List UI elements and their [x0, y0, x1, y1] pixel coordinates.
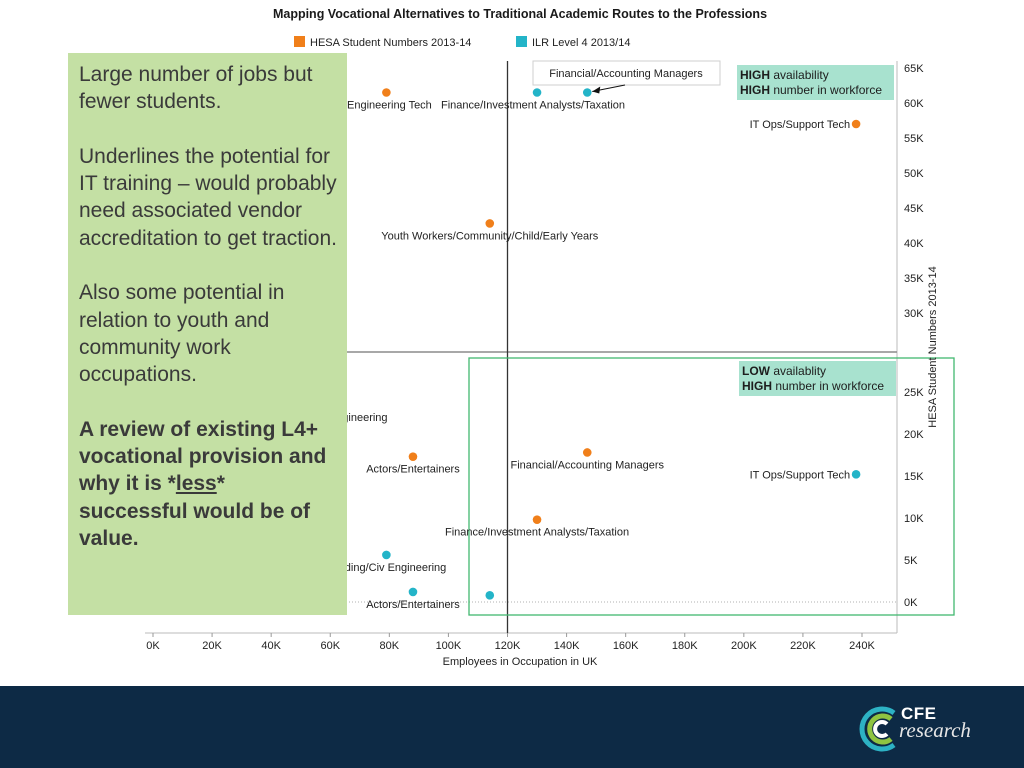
- x-tick-label: 20K: [202, 640, 222, 652]
- point-top-2: [582, 88, 592, 97]
- point-bottom-2: [532, 515, 542, 524]
- partial-label-bottom-0: ngineering: [336, 412, 387, 424]
- logo-research-text: research: [899, 718, 971, 742]
- y-axis-ticks: 0K 5K 10K 15K 20K 25K 30K 35K 40K 45K 50K 55K 60K 65K: [904, 63, 924, 609]
- y-tick-label: 10K: [904, 513, 924, 525]
- point-bottom-3: [851, 470, 861, 479]
- x-tick-label: 100K: [436, 640, 462, 652]
- point-bottom-1: [582, 448, 592, 457]
- x-tick-label: 40K: [261, 640, 281, 652]
- x-tick-label: 180K: [672, 640, 698, 652]
- y-tick-label: 45K: [904, 203, 924, 215]
- commentary-panel: Large number of jobs but fewer students.…: [68, 53, 347, 615]
- y-tick-label: 65K: [904, 63, 924, 75]
- footer-bar: [0, 686, 1024, 768]
- point-bottom-5: [408, 587, 418, 597]
- point-label-top-0: Engineering Tech: [347, 100, 432, 112]
- point-label-bottom-4: Building/Civ Engineering: [326, 562, 446, 574]
- x-tick-label: 140K: [554, 640, 580, 652]
- x-axis-title: Employees in Occupation in UK: [443, 656, 598, 668]
- chart-title: Mapping Vocational Alternatives to Tradi…: [273, 7, 767, 21]
- quadrant-label-bg: [737, 65, 894, 100]
- x-tick-label: 120K: [495, 640, 521, 652]
- y-tick-label: 15K: [904, 471, 924, 483]
- point-label-top-1: Finance/Investment Analysts/Taxation: [441, 100, 625, 112]
- legend-label-hesa: HESA Student Numbers 2013-14: [310, 37, 471, 49]
- legend-swatch-hesa: [294, 36, 305, 47]
- point-label-bottom-1: Financial/Accounting Managers: [511, 459, 665, 471]
- point-label-bottom-5: Actors/Entertainers: [366, 599, 460, 611]
- point-bottom-6: [485, 590, 495, 600]
- legend: HESA Student Numbers 2013-14 ILR Level 4…: [294, 36, 630, 49]
- callout-arrow-head: [592, 86, 601, 94]
- commentary-p4-start: A review of existing L4+ vocational prov…: [79, 417, 327, 496]
- y-tick-label: 25K: [904, 387, 924, 399]
- point-label-bottom-3: IT Ops/Support Tech: [750, 469, 850, 481]
- y-tick-label: 35K: [904, 273, 924, 285]
- y-tick-label: 50K: [904, 168, 924, 180]
- x-tick-label: 80K: [380, 640, 400, 652]
- quadrant-label-line2: HIGH number in workforce: [742, 379, 884, 393]
- x-tick-label: 220K: [790, 640, 816, 652]
- x-tick-label: 160K: [613, 640, 639, 652]
- commentary-p4-end: * successful would be of value.: [79, 472, 311, 551]
- y-tick-label: 30K: [904, 308, 924, 320]
- y-tick-label: 60K: [904, 98, 924, 110]
- y-tick-label: 0K: [904, 597, 918, 609]
- callout-financial-accounting: Financial/Accounting Managers: [532, 60, 721, 94]
- quadrant-highlight-box: [468, 357, 955, 616]
- x-tick-label: 60K: [320, 640, 340, 652]
- point-label-top-3: IT Ops/Support Tech: [750, 119, 850, 131]
- legend-swatch-ilr: [516, 36, 527, 47]
- point-top-4: [485, 219, 495, 228]
- commentary-paragraph-1: Large number of jobs but fewer students.: [79, 63, 313, 114]
- y-tick-label: 55K: [904, 133, 924, 145]
- y-tick-label: 5K: [904, 555, 918, 567]
- point-label-bottom-2: Finance/Investment Analysts/Taxation: [445, 527, 629, 539]
- cfe-logo-icon: [859, 706, 896, 752]
- quadrant-label-line2: HIGH number in workforce: [740, 83, 882, 97]
- commentary-paragraph-3: Also some potential in relation to youth…: [79, 281, 285, 387]
- point-bottom-4: [382, 550, 391, 560]
- point-top-1: [532, 88, 542, 97]
- y-axis-title: HESA Student Numbers 2013-14: [927, 266, 939, 427]
- point-top-0: [382, 88, 391, 97]
- commentary-paragraph-2: Underlines the potential for IT training…: [79, 144, 337, 250]
- y-tick-label: 40K: [904, 238, 924, 250]
- x-tick-label: 0K: [146, 640, 160, 652]
- x-axis-ticks: 0K 20K 40K 60K 80K 100K 120K 140K 160K 180K 200K 22…: [146, 633, 876, 652]
- commentary-p4-underlined: less: [175, 472, 217, 496]
- cfe-research-logo: CFE research: [858, 704, 978, 754]
- commentary-paragraph-4: A review of existing L4+ vocational prov…: [79, 416, 337, 552]
- legend-label-ilr: ILR Level 4 2013/14: [532, 37, 630, 49]
- x-tick-label: 200K: [731, 640, 757, 652]
- x-tick-label: 240K: [849, 640, 875, 652]
- point-bottom-0: [408, 452, 418, 461]
- point-label-top-4: Youth Workers/Community/Child/Early Year…: [381, 230, 599, 242]
- logo-brand-text: CFE: [901, 704, 937, 723]
- quadrant-label-line1: HIGH availability: [740, 68, 829, 82]
- point-label-bottom-0: Actors/Entertainers: [366, 464, 460, 476]
- y-tick-label: 20K: [904, 429, 924, 441]
- callout-box: [532, 60, 721, 86]
- callout-text: Financial/Accounting Managers: [549, 68, 703, 80]
- quadrant-label-bg: [739, 361, 896, 396]
- quadrant-label-line1: LOW availablity: [742, 364, 826, 378]
- point-top-3: [851, 119, 861, 129]
